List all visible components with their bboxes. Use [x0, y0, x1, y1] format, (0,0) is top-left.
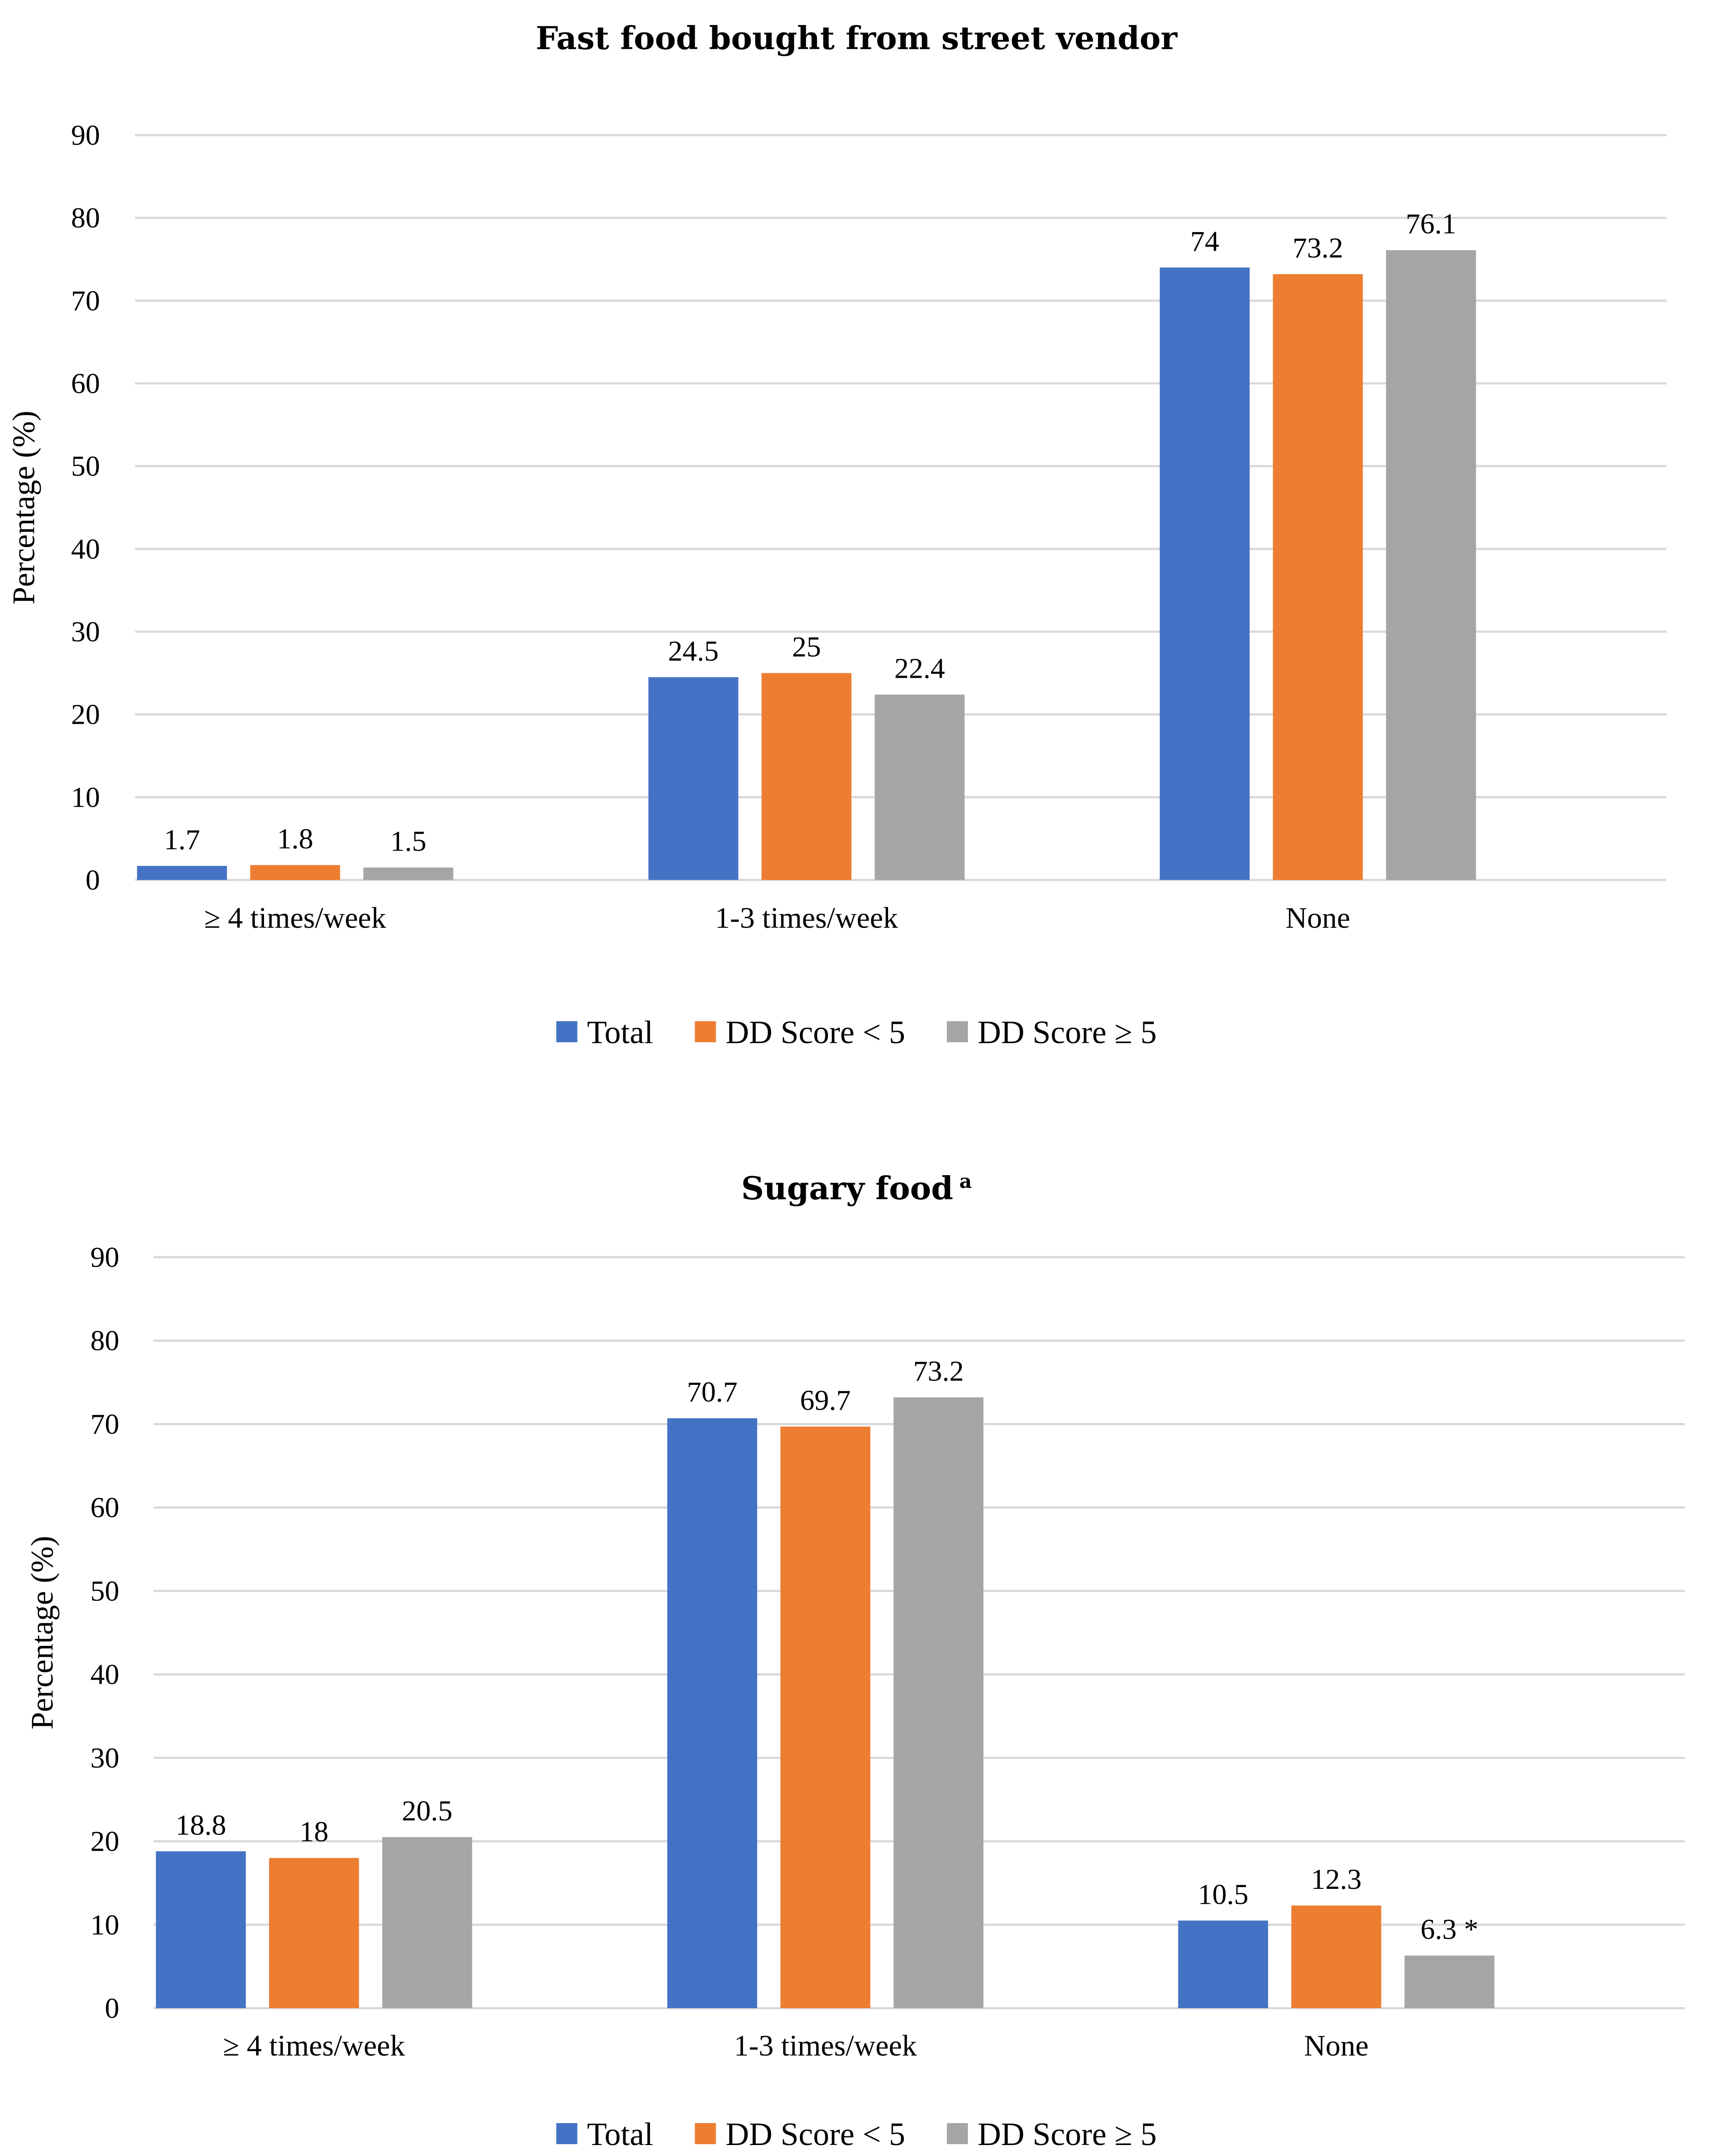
bar-total-1 [648, 677, 739, 880]
x-category-label: 1-3 times/week [715, 901, 898, 934]
legend-label: Total [587, 1015, 653, 1051]
bar-dd-score-5-2 [1404, 1956, 1495, 2008]
data-label: 18.8 [175, 1809, 226, 1841]
data-label: 25 [792, 631, 821, 663]
data-label: 74 [1190, 225, 1219, 257]
chart-title-superscript: a [960, 1170, 972, 1193]
legend-swatch [556, 1021, 578, 1042]
data-label: 6.3 * [1420, 1913, 1478, 1945]
y-tick-label: 10 [71, 781, 100, 813]
y-tick-label: 20 [90, 1826, 119, 1858]
x-category-label: ≥ 4 times/week [223, 2029, 405, 2062]
bar-dd-score-5-0 [363, 867, 453, 880]
data-label: 10.5 [1198, 1878, 1249, 1910]
data-label: 76.1 [1406, 208, 1456, 240]
data-label: 73.2 [1292, 232, 1343, 264]
data-label: 1.8 [277, 823, 314, 855]
legend-swatch [556, 2123, 578, 2144]
y-tick-label: 30 [71, 616, 100, 648]
legend-label: Total [587, 2117, 653, 2152]
bar-dd-score-5-2 [1273, 274, 1363, 880]
chart-sugary-food: Sugary food a 0 10 20 30 40 50 60 70 80 90 Percentag… [25, 1169, 1685, 2152]
x-category-label: 1-3 times/week [734, 2029, 917, 2062]
y-tick-label: 50 [90, 1575, 119, 1607]
legend-swatch [947, 2123, 968, 2144]
bar-dd-score-5-0 [382, 1837, 472, 2008]
data-label: 22.4 [894, 652, 945, 684]
bar-dd-score-5-1 [893, 1397, 984, 2008]
y-tick-label: 80 [71, 202, 100, 234]
y-tick-label: 40 [71, 533, 100, 565]
y-tick-label: 60 [90, 1492, 119, 1524]
bar-total-2 [1178, 1920, 1268, 2008]
chart-title: Sugary food a [741, 1169, 972, 1207]
x-category-label: None [1304, 2029, 1368, 2062]
y-tick-label: 70 [90, 1408, 119, 1440]
data-label: 69.7 [800, 1384, 851, 1416]
y-tick-label: 80 [90, 1325, 119, 1357]
data-label: 18 [300, 1816, 328, 1848]
legend: Total DD Score < 5 DD Score ≥ 5 [556, 1015, 1157, 1051]
bar-total-0 [156, 1851, 246, 2008]
bar-total-2 [1160, 267, 1250, 880]
y-tick-label: 90 [90, 1241, 119, 1273]
data-label: 1.5 [390, 826, 427, 858]
data-label: 12.3 [1311, 1863, 1362, 1895]
chart-fast-food: Fast food bought from street vendor 0 10 20… [6, 19, 1667, 1051]
y-axis-label: Percentage (%) [25, 1536, 60, 1730]
y-tick-label: 0 [105, 1992, 119, 2024]
data-label: 70.7 [687, 1376, 738, 1408]
legend: Total DD Score < 5 DD Score ≥ 5 [556, 2117, 1157, 2152]
bar-dd-score-5-0 [250, 865, 340, 880]
bar-dd-score-5-0 [269, 1858, 359, 2008]
bar-dd-score-5-1 [780, 1427, 871, 2008]
chart-title-text: Fast food bought from street vendor [536, 19, 1178, 57]
data-label: 73.2 [913, 1355, 964, 1387]
y-tick-label: 20 [71, 699, 100, 731]
y-tick-label: 50 [71, 451, 100, 483]
bar-dd-score-5-2 [1291, 1906, 1381, 2008]
chart-title-text: Sugary food [741, 1169, 953, 1207]
y-tick-label: 40 [90, 1659, 119, 1691]
legend-label: DD Score < 5 [725, 2117, 905, 2152]
y-tick-label: 0 [86, 864, 100, 896]
legend-swatch [695, 2123, 716, 2144]
data-label: 20.5 [402, 1795, 453, 1827]
bar-dd-score-5-1 [761, 673, 852, 880]
data-label: 24.5 [668, 635, 719, 667]
y-tick-label: 70 [71, 285, 100, 317]
y-tick-label: 10 [90, 1909, 119, 1941]
legend-label: DD Score ≥ 5 [978, 1015, 1156, 1051]
chart-title: Fast food bought from street vendor [536, 19, 1178, 57]
y-tick-label: 60 [71, 368, 100, 400]
y-tick-label: 30 [90, 1742, 119, 1774]
y-axis-label: Percentage (%) [6, 411, 41, 604]
bar-total-0 [137, 865, 227, 880]
x-category-label: None [1285, 901, 1350, 934]
data-label: 1.7 [164, 824, 200, 856]
legend-label: DD Score ≥ 5 [978, 2117, 1156, 2152]
bar-total-1 [667, 1418, 757, 2008]
legend-label: DD Score < 5 [725, 1015, 905, 1051]
x-category-label: ≥ 4 times/week [204, 901, 386, 934]
legend-swatch [695, 1021, 716, 1042]
legend-swatch [947, 1021, 968, 1042]
bar-dd-score-5-2 [1386, 250, 1476, 880]
y-tick-label: 90 [71, 119, 100, 151]
bar-dd-score-5-1 [874, 694, 965, 880]
